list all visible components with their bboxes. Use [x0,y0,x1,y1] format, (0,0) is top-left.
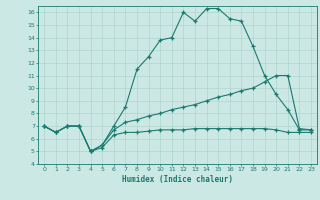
X-axis label: Humidex (Indice chaleur): Humidex (Indice chaleur) [122,175,233,184]
